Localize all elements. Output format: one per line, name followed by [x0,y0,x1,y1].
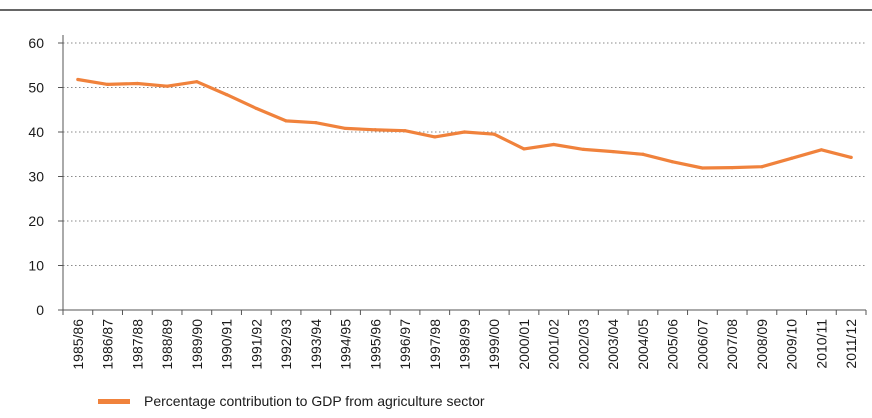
x-tick-label: 2010/11 [813,319,829,369]
data-point [671,160,675,164]
data-point [790,156,794,160]
x-tick-label: 1999/00 [486,319,502,370]
data-point [224,93,229,97]
data-point [462,130,467,134]
data-point [819,148,823,152]
data-point [106,82,110,86]
data-point [343,126,348,131]
x-tick-label: 2000/01 [516,319,532,370]
data-point [611,149,615,154]
y-tick-label: 20 [28,213,44,229]
y-tick-label: 40 [28,124,44,140]
x-tick-label: 2007/08 [724,319,740,370]
data-point [760,165,764,169]
x-tick-label: 1998/99 [457,319,473,370]
data-point [492,132,496,136]
x-tick-label: 1991/92 [248,319,264,370]
y-tick-label: 50 [28,80,44,96]
data-point [373,128,377,132]
data-point [254,106,258,111]
data-point [641,152,645,156]
data-point [730,166,734,170]
y-tick-label: 30 [28,169,44,185]
data-point [700,166,705,170]
x-tick-label: 1988/89 [159,319,175,370]
y-tick-label: 60 [28,35,44,51]
data-point [403,129,407,133]
x-tick-label: 2005/06 [665,319,681,370]
x-tick-label: 1995/96 [367,319,383,370]
gridlines [63,42,866,266]
x-tick-label: 1985/86 [70,319,86,370]
x-tick-label: 1997/98 [427,319,443,370]
x-tick-label: 2008/09 [754,319,770,370]
x-tick-label: 1989/90 [189,319,205,370]
x-tick-label: 1990/91 [219,319,235,370]
x-tick-label: 2004/05 [635,319,651,370]
y-tick-label: 10 [28,258,44,274]
data-point [314,121,318,125]
legend-label: Percentage contribution to GDP from agri… [144,393,485,409]
x-tick-labels: 1985/86 1986/87 1987/88 1988/89 1989/90 1990/… [70,319,859,370]
data-point [135,81,139,86]
x-tick-label: 2002/03 [575,319,591,370]
data-point [522,147,526,151]
x-tick-label: 1986/87 [100,319,116,370]
legend-swatch [98,398,130,404]
data-point [284,119,288,123]
x-tick-label: 2006/07 [694,319,710,370]
data-point [433,135,437,139]
x-tick-label: 1987/88 [129,319,145,370]
x-tick-label: 1992/93 [278,319,294,370]
data-point [76,77,80,82]
y-tick-labels: 0 10 20 30 40 50 60 [28,35,44,318]
series-line [76,77,853,170]
y-tick-label: 0 [36,302,44,318]
x-tick-label: 1994/95 [338,319,354,370]
x-tick-label: 2001/02 [546,319,562,370]
x-tick-label: 2009/10 [784,319,800,370]
x-tick-label: 1993/94 [308,319,324,370]
x-tick-label: 2011/12 [843,319,859,369]
data-point [552,142,556,147]
x-tick-label: 1996/97 [397,319,413,370]
axes [58,35,867,315]
data-point [849,155,853,159]
data-point [165,84,169,88]
data-point [581,147,586,151]
series-lines [76,77,853,170]
data-point [195,80,199,84]
legend: Percentage contribution to GDP from agri… [98,392,485,410]
x-tick-label: 2003/04 [605,319,621,370]
